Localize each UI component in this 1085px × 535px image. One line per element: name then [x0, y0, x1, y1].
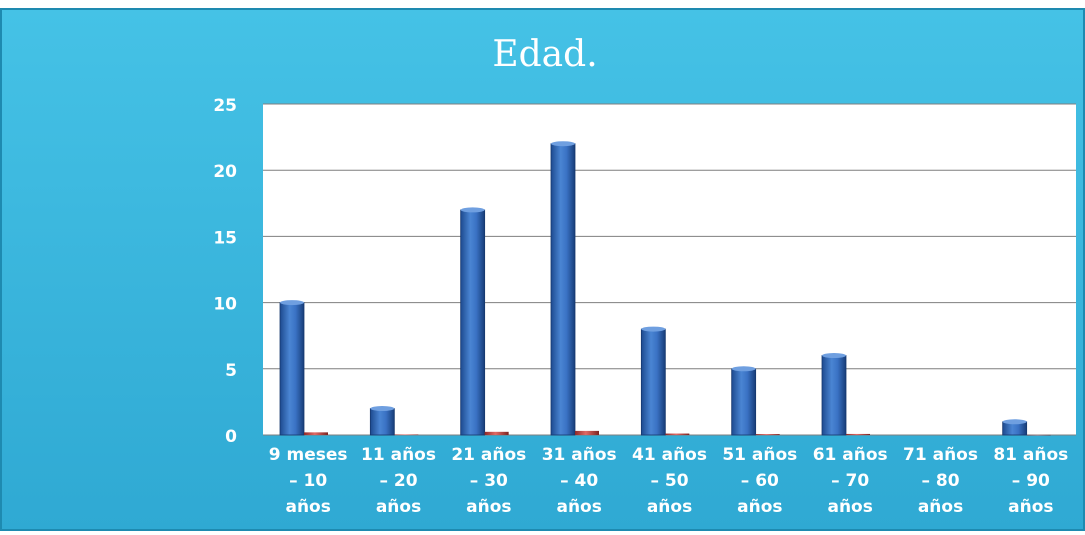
bar-series1-3: [460, 209, 486, 436]
bar-series2-1: [304, 432, 328, 435]
plot-area: [263, 104, 1076, 435]
x-tick-label-8: 71 años – 80 años: [903, 445, 978, 517]
bar-series2-9: [1026, 434, 1051, 436]
y-tick-label-25: 25: [213, 96, 237, 116]
x-tick-label-2: 11 años – 20 años: [361, 445, 436, 517]
y-axis-ticks: 0 5 10 15 20 25: [213, 96, 237, 447]
x-tick-label-5: 41 años – 50 años: [632, 445, 707, 517]
y-tick-label-15: 15: [213, 228, 237, 248]
bar-top-series1-5: [641, 326, 666, 332]
x-tick-label-4: 31 años – 40 años: [542, 445, 617, 517]
x-tick-label-3: 21 años – 30 años: [451, 445, 526, 517]
y-tick-label-20: 20: [213, 162, 237, 182]
x-tick-label-6: 51 años – 60 años: [722, 445, 797, 517]
x-tick-label-7: 61 años – 70 años: [813, 445, 888, 517]
bar-top-series1-1: [280, 300, 304, 306]
bar-series1-4: [550, 143, 576, 436]
bars: [279, 141, 1051, 436]
bar-series2-6: [755, 434, 780, 435]
chart-title: Edad.: [492, 34, 597, 75]
bar-series2-5: [665, 433, 690, 435]
bar-series1-5: [640, 328, 666, 436]
y-tick-label-5: 5: [225, 361, 237, 381]
bar-top-series1-2: [370, 406, 395, 412]
bar-top-series1-6: [731, 366, 756, 372]
bar-series2-4: [575, 430, 599, 435]
bar-top-series1-3: [460, 207, 485, 213]
bar-series1-7: [821, 355, 847, 436]
bar-series1-2: [369, 408, 395, 436]
bar-series1-1: [279, 302, 305, 436]
bar-top-series1-4: [551, 141, 575, 147]
bar-series2-7: [846, 433, 870, 435]
bar-series2-2: [394, 434, 419, 435]
bar-top-series1-7: [822, 353, 846, 359]
bar-series1-6: [731, 368, 757, 436]
y-tick-label-10: 10: [213, 295, 237, 315]
y-tick-label-0: 0: [225, 427, 237, 447]
bar-top-series1-9: [1002, 419, 1027, 425]
x-tick-label-1: 9 meses – 10 años: [269, 445, 348, 517]
bar-series2-3: [484, 431, 509, 435]
x-tick-label-9: 81 años – 90 años: [993, 445, 1068, 517]
